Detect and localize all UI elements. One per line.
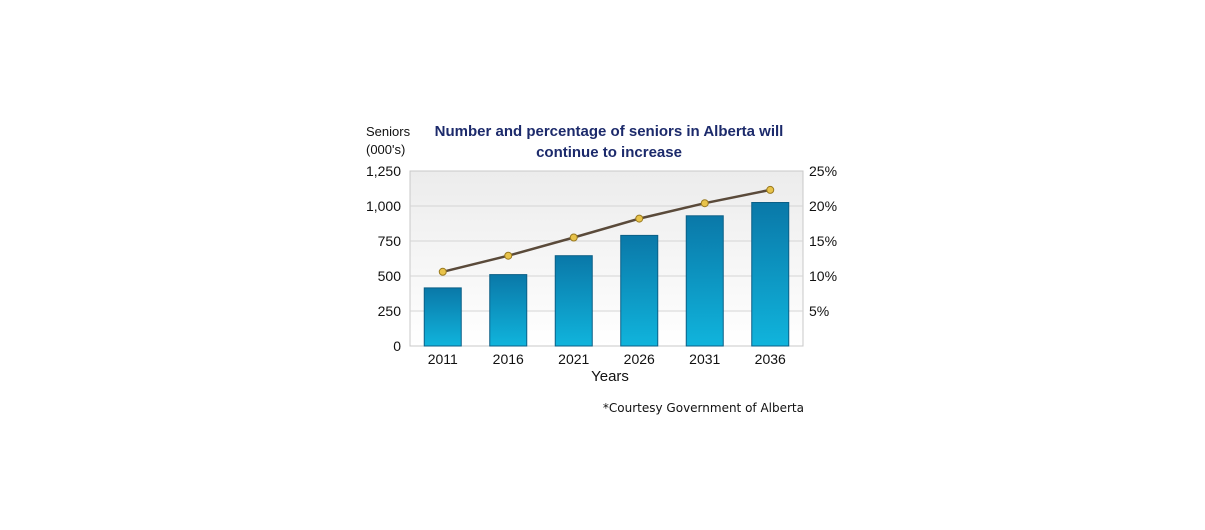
chart-title-line-1: Number and percentage of seniors in Albe… xyxy=(435,123,784,140)
bar xyxy=(751,202,790,347)
left-tick-label: 500 xyxy=(378,268,402,284)
x-tick-label: 2011 xyxy=(428,351,458,367)
bar xyxy=(554,255,593,347)
plot-area xyxy=(409,170,804,347)
gridlines xyxy=(410,205,803,312)
bar xyxy=(685,215,724,347)
left-axis-ticks: 1,250 1,000 750 500 250 0 xyxy=(366,163,401,354)
footnote: *Courtesy Government of Alberta xyxy=(603,401,804,415)
x-axis-label: Years xyxy=(591,368,629,385)
line-point xyxy=(569,233,578,242)
right-tick-label: 5% xyxy=(809,303,829,319)
x-tick-label: 2021 xyxy=(558,351,589,367)
right-tick-label: 20% xyxy=(809,198,837,214)
left-tick-label: 250 xyxy=(378,303,402,319)
bar xyxy=(489,274,528,347)
left-tick-label: 1,000 xyxy=(366,198,401,214)
line-point xyxy=(766,185,775,194)
x-tick-label: 2016 xyxy=(493,351,524,367)
bar xyxy=(620,234,659,347)
x-tick-label: 2031 xyxy=(689,351,720,367)
x-tick-label: 2036 xyxy=(755,351,786,367)
right-tick-label: 10% xyxy=(809,268,837,284)
right-tick-label: 15% xyxy=(809,233,837,249)
y-axis-label-line-2: (000's) xyxy=(366,142,405,157)
right-tick-label: 25% xyxy=(809,163,837,179)
bar-series xyxy=(423,202,790,347)
chart-title-line-2: continue to increase xyxy=(536,144,682,161)
line-series xyxy=(438,185,775,276)
left-tick-label: 1,250 xyxy=(366,163,401,179)
line-point xyxy=(438,267,447,276)
percentage-line xyxy=(442,188,771,274)
right-axis-ticks: 25% 20% 15% 10% 5% xyxy=(809,163,837,319)
line-point xyxy=(635,214,644,223)
bar xyxy=(423,287,462,347)
x-axis-ticks: 2011 2016 2021 2026 2031 2036 xyxy=(428,351,786,367)
left-tick-label: 0 xyxy=(393,338,401,354)
line-point xyxy=(700,199,709,208)
left-tick-label: 750 xyxy=(378,233,402,249)
line-point xyxy=(504,251,513,260)
y-axis-label-line-1: Seniors xyxy=(366,124,411,139)
x-tick-label: 2026 xyxy=(624,351,655,367)
